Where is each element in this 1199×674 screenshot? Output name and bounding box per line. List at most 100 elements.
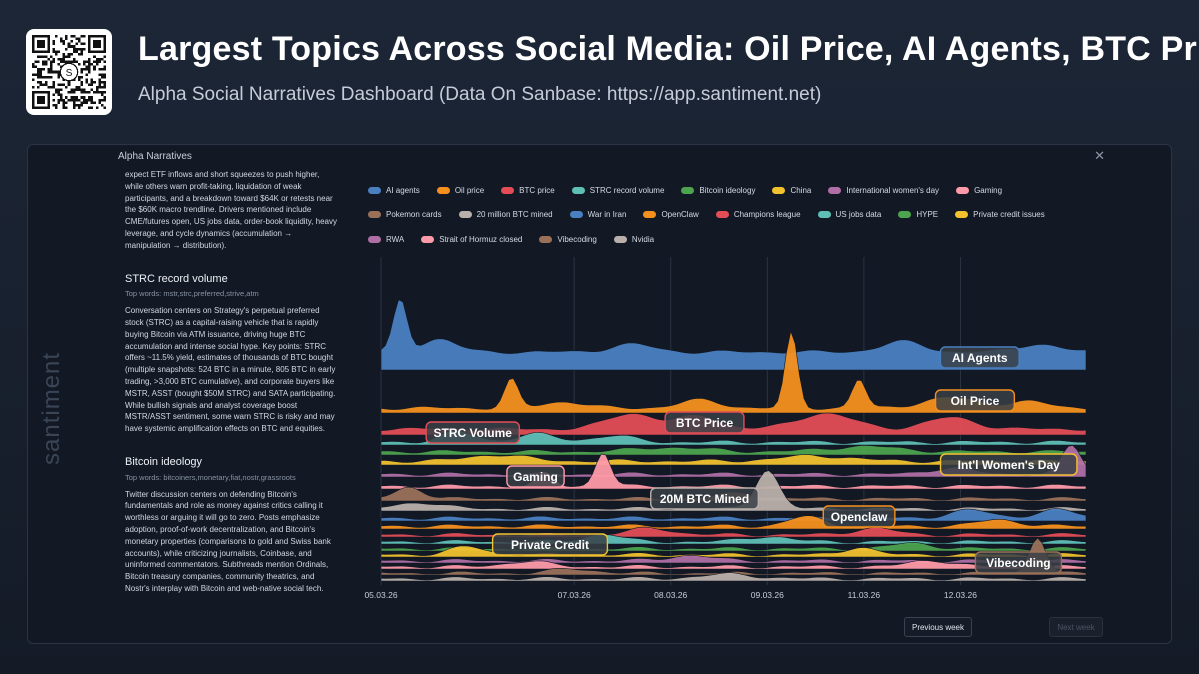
- legend-swatch: [571, 186, 585, 194]
- annotation-label: Oil Price: [934, 389, 1016, 412]
- narratives-sidebar[interactable]: expect ETF inflows and short squeezes to…: [125, 169, 337, 643]
- annotation-label: Gaming: [506, 465, 565, 488]
- annotation-text: STRC Volume: [434, 426, 513, 440]
- legend-item[interactable]: 20 million BTC mined: [458, 208, 553, 223]
- x-tick-label: 12.03.26: [944, 590, 977, 600]
- legend-label: Vibecoding: [557, 234, 597, 244]
- qr-code: S: [26, 29, 112, 115]
- legend-swatch: [681, 186, 695, 194]
- legend-label: RWA: [386, 234, 405, 244]
- legend-item[interactable]: Vibecoding: [539, 232, 597, 247]
- qr-code-image: S: [32, 35, 106, 109]
- narrative-item: expect ETF inflows and short squeezes to…: [125, 169, 337, 252]
- legend-label: Strait of Hormuz closed: [439, 234, 523, 244]
- annotation-text: Vibecoding: [986, 556, 1050, 570]
- legend-swatch: [501, 186, 515, 194]
- legend-item[interactable]: OpenClaw: [643, 208, 699, 223]
- series-area-nvidia: [380, 572, 1087, 582]
- legend-label: Bitcoin ideology: [699, 185, 756, 195]
- legend-label: Nvidia: [631, 234, 655, 244]
- legend-swatch: [436, 186, 450, 194]
- narrative-top-words: Top words: bitcoiners,monetary,fiat,nost…: [125, 472, 296, 482]
- annotation-text: Private Credit: [511, 538, 589, 552]
- annotation-box: [491, 533, 609, 556]
- legend-item[interactable]: Bitcoin ideology: [681, 183, 755, 198]
- annotation-box: [506, 465, 565, 488]
- annotation-text: Gaming: [513, 470, 558, 484]
- narrative-text: expect ETF inflows and short squeezes to…: [125, 170, 337, 250]
- legend-swatch: [458, 211, 472, 219]
- narrative-text: Twitter discussion centers on defending …: [125, 489, 331, 593]
- legend-label: War in Iran: [587, 210, 627, 220]
- legend-item[interactable]: China: [772, 183, 811, 198]
- legend-swatch: [898, 211, 912, 219]
- legend-label: US jobs data: [835, 210, 882, 220]
- annotation-box: [939, 346, 1020, 369]
- legend-label: Champions league: [733, 210, 801, 220]
- annotation-label: Private Credit: [491, 533, 609, 556]
- legend-item[interactable]: STRC record volume: [571, 183, 665, 198]
- annotation-box: [822, 505, 896, 528]
- legend-item[interactable]: AI agents: [368, 183, 420, 198]
- annotation-label: Openclaw: [822, 505, 896, 528]
- annotation-text: Openclaw: [831, 510, 888, 524]
- annotation-text: Oil Price: [951, 394, 1000, 408]
- annotation-text: BTC Price: [676, 416, 734, 430]
- legend-label: AI agents: [386, 185, 420, 195]
- annotation-text: 20M BTC Mined: [660, 492, 749, 506]
- legend-item[interactable]: Gaming: [956, 183, 1002, 198]
- close-icon[interactable]: ✕: [1094, 148, 1105, 163]
- x-tick-label: 05.03.26: [364, 590, 397, 600]
- annotation-label: Int'l Women's Day: [939, 453, 1078, 476]
- narrative-item: STRC record volume Top words: mstr,strc,…: [125, 272, 337, 435]
- legend-label: China: [790, 185, 812, 195]
- legend-item[interactable]: Nvidia: [613, 232, 655, 247]
- legend-item[interactable]: Private credit issues: [955, 208, 1045, 223]
- annotation-label: Vibecoding: [974, 551, 1063, 574]
- series-area-bitcoin-ideology: [380, 445, 1087, 456]
- legend-item[interactable]: Oil price: [436, 183, 484, 198]
- legend-label: OpenClaw: [661, 210, 699, 220]
- legend-label: Private credit issues: [973, 210, 1045, 220]
- legend-label: HYPE: [916, 210, 939, 220]
- legend-swatch: [539, 235, 553, 243]
- legend-swatch: [368, 235, 381, 243]
- panel-title: Alpha Narratives: [118, 151, 192, 162]
- annotation-label: AI Agents: [939, 346, 1020, 369]
- x-tick-label: 08.03.26: [654, 590, 687, 600]
- legend-swatch: [613, 235, 627, 243]
- legend-item[interactable]: International women's day: [828, 183, 939, 198]
- legend-item[interactable]: Pokemon cards: [368, 208, 442, 223]
- annotation-box: [664, 411, 745, 434]
- annotation-box: [650, 487, 760, 510]
- legend-item[interactable]: Champions league: [715, 208, 801, 223]
- next-week-button[interactable]: Next week: [1049, 617, 1103, 637]
- narrative-top-words: Top words: mstr,strc,preferred,strive,at…: [125, 289, 259, 299]
- legend-item[interactable]: BTC price: [501, 183, 555, 198]
- legend-swatch: [817, 211, 831, 219]
- legend-swatch: [569, 211, 583, 219]
- annotation-label: 20M BTC Mined: [650, 487, 760, 510]
- legend-label: International women's day: [846, 185, 940, 195]
- legend-item[interactable]: Strait of Hormuz closed: [421, 232, 522, 247]
- alpha-narratives-panel: santiment Alpha Narratives ✕ expect ETF …: [27, 144, 1172, 644]
- annotation-box: [934, 389, 1016, 412]
- narrative-title: STRC record volume: [125, 272, 228, 285]
- page-subtitle: Alpha Social Narratives Dashboard (Data …: [138, 84, 822, 105]
- legend-swatch: [828, 186, 842, 194]
- qr-center-glyph: S: [66, 68, 73, 79]
- legend-label: Pokemon cards: [386, 210, 442, 220]
- legend-item[interactable]: US jobs data: [817, 208, 882, 223]
- ridgeline-chart: 05.03.26 07.03.26 08.03.26 09.03.26 11.03.26…: [364, 257, 1087, 600]
- legend-swatch: [955, 211, 969, 219]
- x-tick-label: 09.03.26: [751, 590, 784, 600]
- legend-swatch: [421, 235, 435, 243]
- legend-item[interactable]: War in Iran: [569, 208, 627, 223]
- legend-label: STRC record volume: [589, 185, 665, 195]
- legend-item[interactable]: RWA: [368, 232, 404, 247]
- legend-swatch: [715, 211, 729, 219]
- legend-item[interactable]: HYPE: [898, 208, 938, 223]
- legend-swatch: [368, 186, 381, 194]
- previous-week-button[interactable]: Previous week: [904, 617, 972, 637]
- legend-label: Gaming: [974, 185, 1003, 195]
